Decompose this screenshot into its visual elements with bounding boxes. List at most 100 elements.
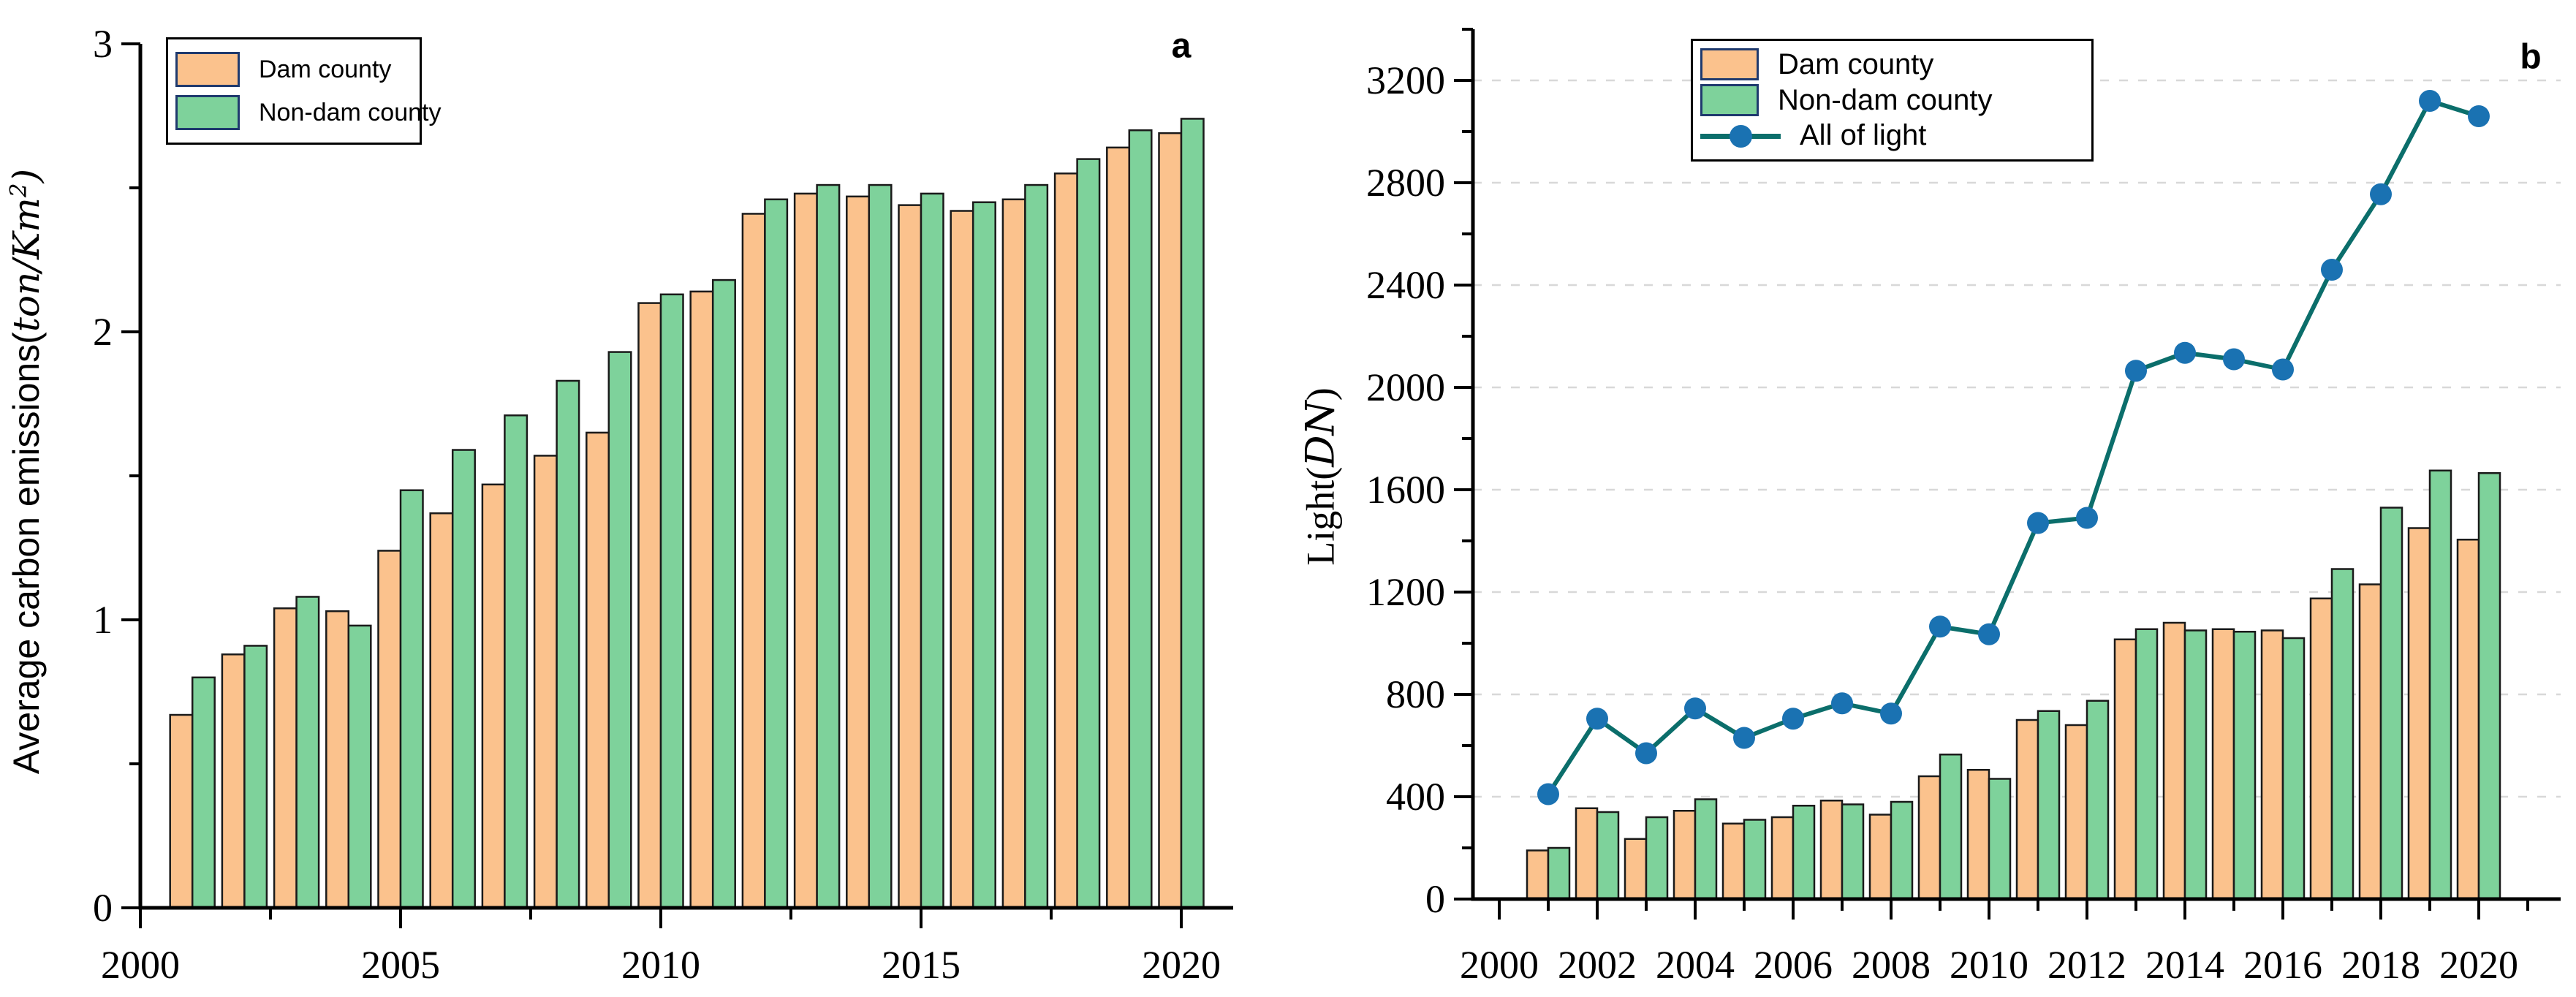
bar-dam-county	[2456, 539, 2480, 901]
bar-non-dam-county	[1743, 819, 1767, 901]
bar-non-dam-county	[295, 596, 320, 909]
legend-a-label-nondam: Non-dam county	[259, 98, 442, 126]
bar-non-dam-county	[399, 489, 424, 909]
x-tick-label: 2004	[1656, 943, 1735, 987]
panel-label-a: a	[1171, 26, 1192, 66]
bar-non-dam-county	[2183, 629, 2208, 901]
all-of-light-marker	[1537, 783, 1559, 805]
bar-non-dam-county	[2086, 700, 2110, 901]
legend-b-item-all-of-light: All of light	[1700, 119, 2084, 152]
all-of-light-marker	[1684, 697, 1706, 720]
bar-non-dam-county	[1890, 800, 1914, 901]
bar-dam-county	[898, 204, 923, 909]
all-of-light-marker	[2370, 183, 2392, 205]
bar-non-dam-county	[1988, 778, 2012, 901]
bar-non-dam-county	[1596, 811, 1620, 901]
y-axis-title-a: Average carbon emissions(ton/Km2)	[5, 169, 48, 774]
y-axis-title-b-text: Light(	[1298, 466, 1343, 566]
bar-non-dam-county	[1547, 846, 1571, 901]
all-of-light-marker	[1586, 708, 1608, 730]
bar-non-dam-county	[920, 192, 944, 909]
legend-a-item-dam: Dam county	[175, 52, 412, 87]
y-axis-title-a-text: Average carbon emissions(	[6, 332, 47, 775]
all-of-light-marker	[2174, 341, 2196, 364]
all-of-light-marker	[2027, 512, 2049, 534]
legend-a-label-dam: Dam county	[259, 55, 392, 83]
bar-non-dam-county	[556, 379, 580, 909]
all-of-light-marker	[2419, 90, 2441, 112]
y-tick-label: 1600	[1366, 468, 1445, 512]
all-of-light-marker	[1782, 708, 1804, 730]
y-axis-title-b-close: )	[1298, 387, 1343, 401]
bar-non-dam-county	[451, 449, 476, 909]
bar-dam-county	[2211, 628, 2235, 901]
x-tick-label: 2005	[361, 943, 440, 987]
bar-non-dam-county	[2232, 631, 2257, 901]
bar-dam-county	[586, 431, 610, 909]
x-tick-label: 2015	[882, 943, 961, 987]
all-of-light-marker	[1880, 702, 1902, 725]
all-of-light-marker	[2468, 105, 2490, 127]
x-tick-label: 2018	[2341, 943, 2420, 987]
legend-b: Dam county Non-dam county All of light	[1691, 39, 2094, 162]
y-axis-title-b: Light(DN)	[1298, 387, 1344, 566]
all-of-light-marker	[2076, 507, 2098, 529]
legend-b-item-nondam: Non-dam county	[1700, 84, 2084, 117]
y-tick-label: 1	[93, 598, 113, 642]
bar-non-dam-county	[2330, 568, 2355, 901]
bar-non-dam-county	[347, 624, 372, 909]
x-tick-label: 2016	[2243, 943, 2322, 987]
bar-non-dam-county	[2281, 637, 2306, 901]
all-of-light-marker	[1733, 727, 1755, 749]
x-tick-label: 2006	[1754, 943, 1833, 987]
dam-county-swatch	[1700, 48, 1759, 81]
bar-non-dam-county	[2428, 469, 2452, 901]
all-of-light-marker	[2223, 348, 2245, 371]
bar-dam-county	[2162, 621, 2186, 901]
legend-b-label-nondam: Non-dam county	[1778, 83, 1993, 116]
x-tick-label: 2000	[101, 943, 180, 987]
x-tick-label: 2012	[2047, 943, 2126, 987]
panel-label-b: b	[2520, 37, 2542, 77]
y-tick-label: 3	[93, 22, 113, 66]
bar-non-dam-county	[243, 645, 268, 909]
bar-dam-county	[2260, 629, 2284, 901]
bar-non-dam-county	[2037, 710, 2061, 901]
bar-dam-county	[1721, 822, 1746, 901]
bar-dam-county	[1770, 816, 1795, 901]
bar-non-dam-county	[2134, 628, 2159, 901]
all-of-light-marker	[1635, 742, 1657, 765]
x-tick-label: 2020	[1142, 943, 1221, 987]
all-of-light-marker	[2125, 360, 2147, 382]
bar-dam-county	[637, 302, 662, 909]
x-tick-label: 2000	[1460, 943, 1539, 987]
x-tick-label: 2020	[2439, 943, 2518, 987]
bar-non-dam-county	[2477, 472, 2501, 901]
bar-dam-county	[1966, 769, 1990, 901]
bar-dam-county	[2113, 638, 2137, 901]
y-tick-label: 2800	[1366, 161, 1445, 205]
non-dam-county-swatch	[175, 95, 240, 130]
bar-non-dam-county	[711, 278, 736, 909]
y-tick-label: 2400	[1366, 263, 1445, 307]
x-tick-label: 2010	[1950, 943, 2028, 987]
y-tick-label: 0	[93, 886, 113, 930]
bar-dam-county	[2064, 724, 2088, 901]
bar-non-dam-county	[1841, 803, 1865, 901]
all-of-light-marker	[1978, 623, 2000, 645]
bar-dam-county	[1526, 849, 1550, 901]
bar-dam-county	[1917, 775, 1942, 901]
y-tick-label: 2000	[1366, 365, 1445, 409]
bar-non-dam-county	[764, 198, 789, 909]
bar-dam-county	[1106, 146, 1131, 909]
y-axis-title-a-close: )	[5, 168, 48, 183]
x-tick-label: 2010	[621, 943, 700, 987]
y-axis-title-b-math: DN	[1297, 401, 1344, 467]
all-of-light-marker	[1831, 692, 1853, 715]
bar-dam-county	[2015, 719, 2039, 901]
bar-non-dam-county	[1792, 805, 1816, 901]
y-tick-label: 3200	[1366, 58, 1445, 102]
bar-non-dam-county	[1645, 816, 1669, 901]
